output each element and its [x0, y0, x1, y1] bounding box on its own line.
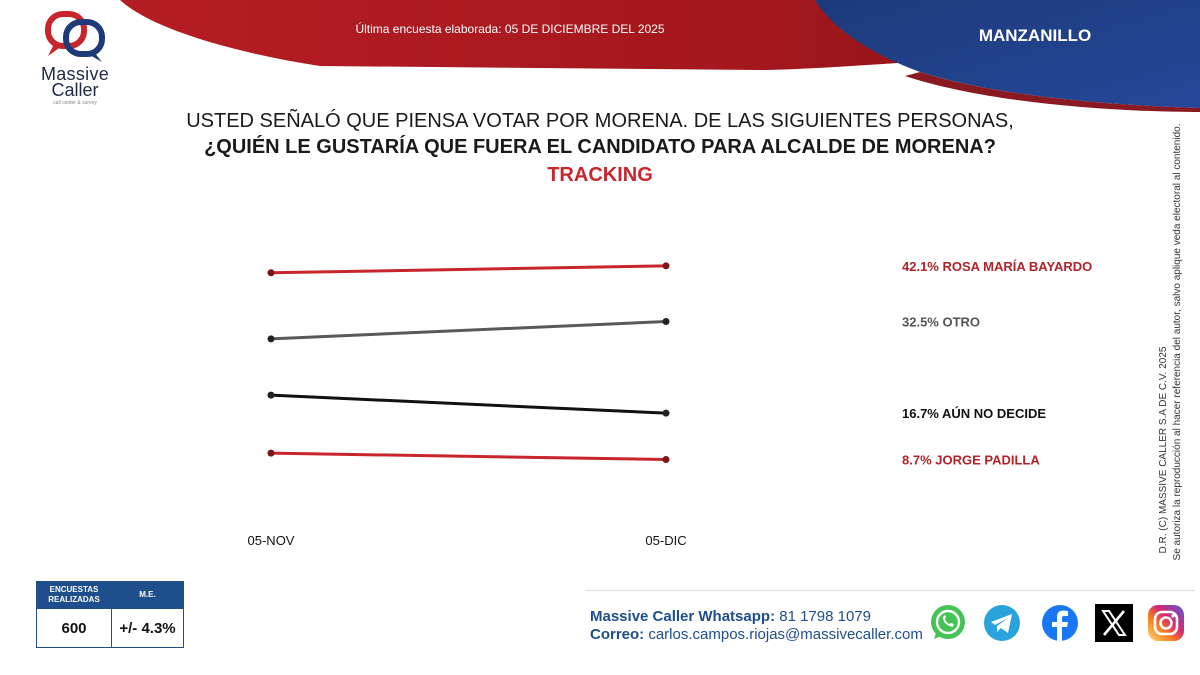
series-line-2	[270, 393, 667, 415]
telegram-icon[interactable]	[982, 603, 1022, 643]
city-name: MANZANILLO	[978, 26, 1092, 45]
x-icon[interactable]	[1094, 603, 1134, 643]
series-line-3	[270, 451, 667, 462]
series-label-2: 16.7% AÚN NO DECIDE	[902, 406, 1046, 421]
series-line-1	[270, 320, 667, 341]
data-point-3-0	[267, 449, 275, 457]
data-point-0-1	[662, 262, 670, 270]
x-tick-label-1: 05-DIC	[645, 533, 686, 548]
logo-icon	[45, 11, 105, 62]
margin-error-value: +/- 4.3%	[111, 608, 184, 648]
data-point-2-0	[267, 391, 275, 399]
instagram-icon[interactable]	[1146, 603, 1186, 643]
whatsapp-contact: Massive Caller Whatsapp: 81 1798 1079	[590, 608, 871, 625]
copyright-notice: D.R. (C) MASSIVE CALLER S.A DE C.V. 2025…	[1158, 124, 1183, 561]
last-survey-date: Última encuesta elaborada: 05 DE DICIEMB…	[355, 22, 665, 36]
copyright-line-2: Se autoriza la reproducción al hacer ref…	[1172, 124, 1183, 561]
margin-error-header: M.E.	[111, 581, 184, 609]
email-label: Correo:	[590, 626, 645, 643]
logo-text-massive: Massive	[40, 64, 110, 84]
data-point-2-1	[662, 409, 670, 417]
email-address[interactable]: carlos.campos.riojas@massivecaller.com	[648, 626, 923, 643]
series-label-0: 42.1% ROSA MARÍA BAYARDO	[902, 259, 1092, 274]
surveys-header: ENCUESTAS REALIZADAS	[36, 581, 112, 609]
logo-tagline: call center & survey	[53, 100, 97, 106]
footer-divider	[585, 590, 1195, 591]
logo-text-caller: Caller	[51, 80, 99, 100]
whatsapp-label: Massive Caller Whatsapp:	[590, 608, 776, 625]
surveys-value: 600	[36, 608, 112, 648]
question-line-2: ¿QUIÉN LE GUSTARÍA QUE FUERA EL CANDIDAT…	[204, 136, 996, 158]
series-label-3: 8.7% JORGE PADILLA	[902, 453, 1040, 468]
data-point-1-1	[662, 318, 670, 325]
whatsapp-icon[interactable]	[928, 603, 968, 643]
question-line-1: USTED SEÑALÓ QUE PIENSA VOTAR POR MORENA…	[186, 110, 1014, 132]
series-line-0	[270, 264, 667, 275]
whatsapp-number[interactable]: 81 1798 1079	[779, 608, 871, 625]
email-contact: Correo: carlos.campos.riojas@massivecall…	[590, 626, 923, 643]
data-point-1-0	[267, 335, 275, 343]
sample-size-table: ENCUESTAS REALIZADAS M.E. 600 +/- 4.3%	[36, 581, 184, 648]
series-label-1: 32.5% OTRO	[902, 315, 980, 330]
data-point-3-1	[662, 456, 670, 464]
header-banner	[120, 0, 1200, 112]
x-tick-label-0: 05-NOV	[248, 533, 295, 548]
facebook-icon[interactable]	[1040, 603, 1080, 643]
copyright-line-1: D.R. (C) MASSIVE CALLER S.A DE C.V. 2025	[1158, 346, 1169, 553]
massive-caller-logo: Massive Caller call center & survey	[28, 8, 122, 106]
data-point-0-0	[267, 269, 275, 277]
chart-subtitle: TRACKING	[547, 164, 653, 186]
tracking-line-chart: 42.1% ROSA MARÍA BAYARDO 32.5% OTRO 16.7% …	[248, 259, 1093, 548]
